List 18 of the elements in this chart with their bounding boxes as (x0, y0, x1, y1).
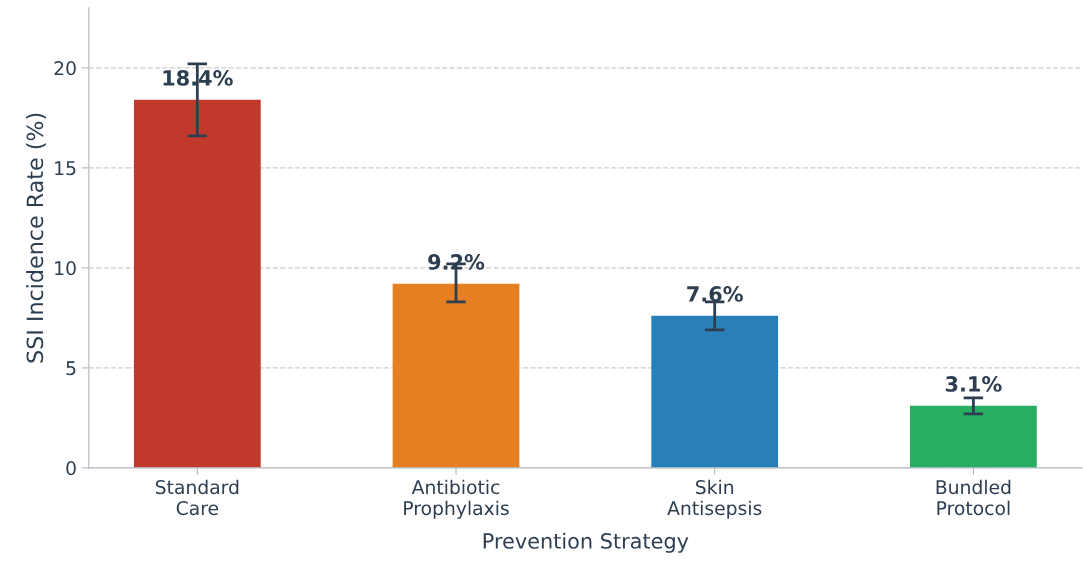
y-tick-label: 5 (66, 361, 76, 376)
bar (133, 99, 261, 468)
x-tick-label: Bundled Protocol (936, 479, 1011, 516)
bar (392, 283, 520, 468)
data-label: 3.1% (945, 376, 1002, 392)
y-axis-title: SSI Incidence Rate (%) (26, 113, 46, 363)
data-label: 9.2% (428, 254, 485, 270)
x-axis-title: Prevention Strategy (483, 532, 689, 553)
x-tick-label: Antibiotic Prophylaxis (404, 479, 509, 519)
y-tick-label: 20 (54, 61, 76, 76)
bar (910, 405, 1037, 468)
data-label: 7.6% (687, 286, 743, 302)
y-tick-label: 10 (55, 261, 76, 276)
bar (651, 315, 779, 468)
x-tick-label: Standard Care (155, 479, 239, 516)
x-tick-label: Skin Antisepsis (667, 479, 762, 519)
y-tick-label: 0 (66, 461, 76, 476)
y-tick-label: 15 (55, 161, 76, 176)
